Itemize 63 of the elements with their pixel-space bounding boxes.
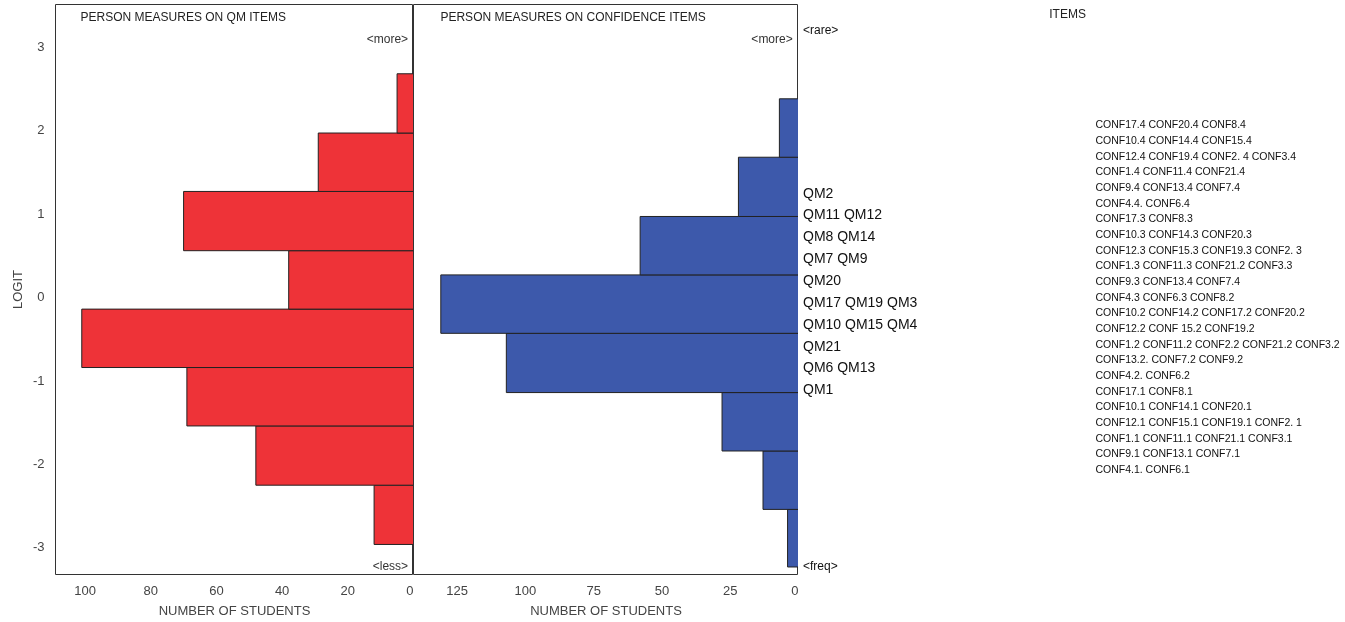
x-tick-label: 25 <box>723 582 738 598</box>
x-tick-label: 40 <box>274 582 290 598</box>
x-tick-label: 125 <box>446 582 469 598</box>
text: QM11 QM12 <box>803 206 883 223</box>
y-tick-label: 0 <box>37 289 45 305</box>
text: QM21 <box>803 337 842 354</box>
y-axis-title: LOGIT <box>9 269 25 309</box>
annotation: <more> <box>751 31 793 46</box>
text: CONF12.2 CONF 15.2 CONF19.2 <box>1095 321 1255 334</box>
text: CONF1.2 CONF11.2 CONF2.2 CONF21.2 CONF3.2 <box>1095 337 1340 350</box>
text: CONF13.2. CONF7.2 CONF9.2 <box>1095 353 1244 366</box>
text: CONF12.3 CONF15.3 CONF19.3 CONF2. 3 <box>1095 243 1303 256</box>
text: CONF4.2. CONF6.2 <box>1095 369 1191 381</box>
x-axis-title: NUMBER OF STUDENTS <box>158 602 311 618</box>
x-tick-label: 50 <box>654 582 670 598</box>
text: CONF4.1. CONF6.1 <box>1095 463 1191 476</box>
annotation: <more> <box>366 31 409 46</box>
text: CONF9.1 CONF13.1 CONF7.1 <box>1095 447 1241 460</box>
y-tick-label: -3 <box>32 539 45 555</box>
text: <freq> <box>803 558 838 573</box>
text: CONF4.3 CONF6.3 CONF8.2 <box>1095 290 1235 303</box>
text: CONF4.4. CONF6.4 <box>1095 196 1191 209</box>
text: ITEMS <box>1049 7 1086 22</box>
text: CONF10.4 CONF14.4 CONF15.4 <box>1095 133 1252 146</box>
x-tick-label: 100 <box>514 582 537 598</box>
text: CONF12.1 CONF15.1 CONF19.1 CONF2. 1 <box>1095 416 1303 429</box>
text: PERSON MEASURES ON CONFIDENCE ITEMS <box>440 9 706 24</box>
x-tick-label: 60 <box>209 582 224 598</box>
text: QM8 QM14 <box>803 228 876 245</box>
text: QM7 QM9 <box>803 250 868 267</box>
text: <rare> <box>803 23 839 38</box>
text: QM1 <box>803 381 834 398</box>
text: PERSON MEASURES ON QM ITEMS <box>80 9 286 24</box>
y-tick-label: -1 <box>32 372 45 388</box>
text: CONF17.4 CONF20.4 CONF8.4 <box>1095 118 1247 131</box>
text: CONF1.3 CONF11.3 CONF21.2 CONF3.3 <box>1095 259 1293 272</box>
x-tick-label: 0 <box>406 582 414 598</box>
text: QM2 <box>803 184 834 201</box>
y-tick-label: 2 <box>37 122 45 138</box>
text: CONF17.1 CONF8.1 <box>1095 384 1193 397</box>
x-tick-label: 100 <box>74 582 96 598</box>
x-axis-title: NUMBER OF STUDENTS <box>530 602 683 618</box>
text: CONF10.1 CONF14.1 CONF20.1 <box>1095 400 1252 413</box>
text: CONF12.4 CONF19.4 CONF2. 4 CONF3.4 <box>1095 149 1297 162</box>
y-tick-label: 3 <box>37 38 45 54</box>
text: CONF17.3 CONF8.3 <box>1095 212 1193 225</box>
text: CONF9.3 CONF13.4 CONF7.4 <box>1095 274 1241 287</box>
text: CONF9.4 CONF13.4 CONF7.4 <box>1095 180 1241 193</box>
annotation: <less> <box>372 558 409 573</box>
y-tick-label: 1 <box>37 205 45 221</box>
text: QM20 <box>803 272 842 288</box>
text: CONF1.4 CONF11.4 CONF21.4 <box>1095 165 1246 178</box>
x-tick-label: 75 <box>586 582 601 598</box>
text: QM6 QM13 <box>803 359 876 376</box>
text: QM17 QM19 QM3 <box>803 293 918 310</box>
x-tick-label: 0 <box>791 582 799 598</box>
text: QM10 QM15 QM4 <box>803 315 918 332</box>
text: CONF10.2 CONF14.2 CONF17.2 CONF20.2 <box>1095 306 1306 319</box>
text: CONF10.3 CONF14.3 CONF20.3 <box>1095 227 1252 240</box>
x-tick-label: 80 <box>143 582 158 598</box>
y-tick-label: -2 <box>32 456 45 471</box>
x-tick-label: 20 <box>340 582 356 598</box>
text: CONF1.1 CONF11.1 CONF21.1 CONF3.1 <box>1095 431 1293 444</box>
